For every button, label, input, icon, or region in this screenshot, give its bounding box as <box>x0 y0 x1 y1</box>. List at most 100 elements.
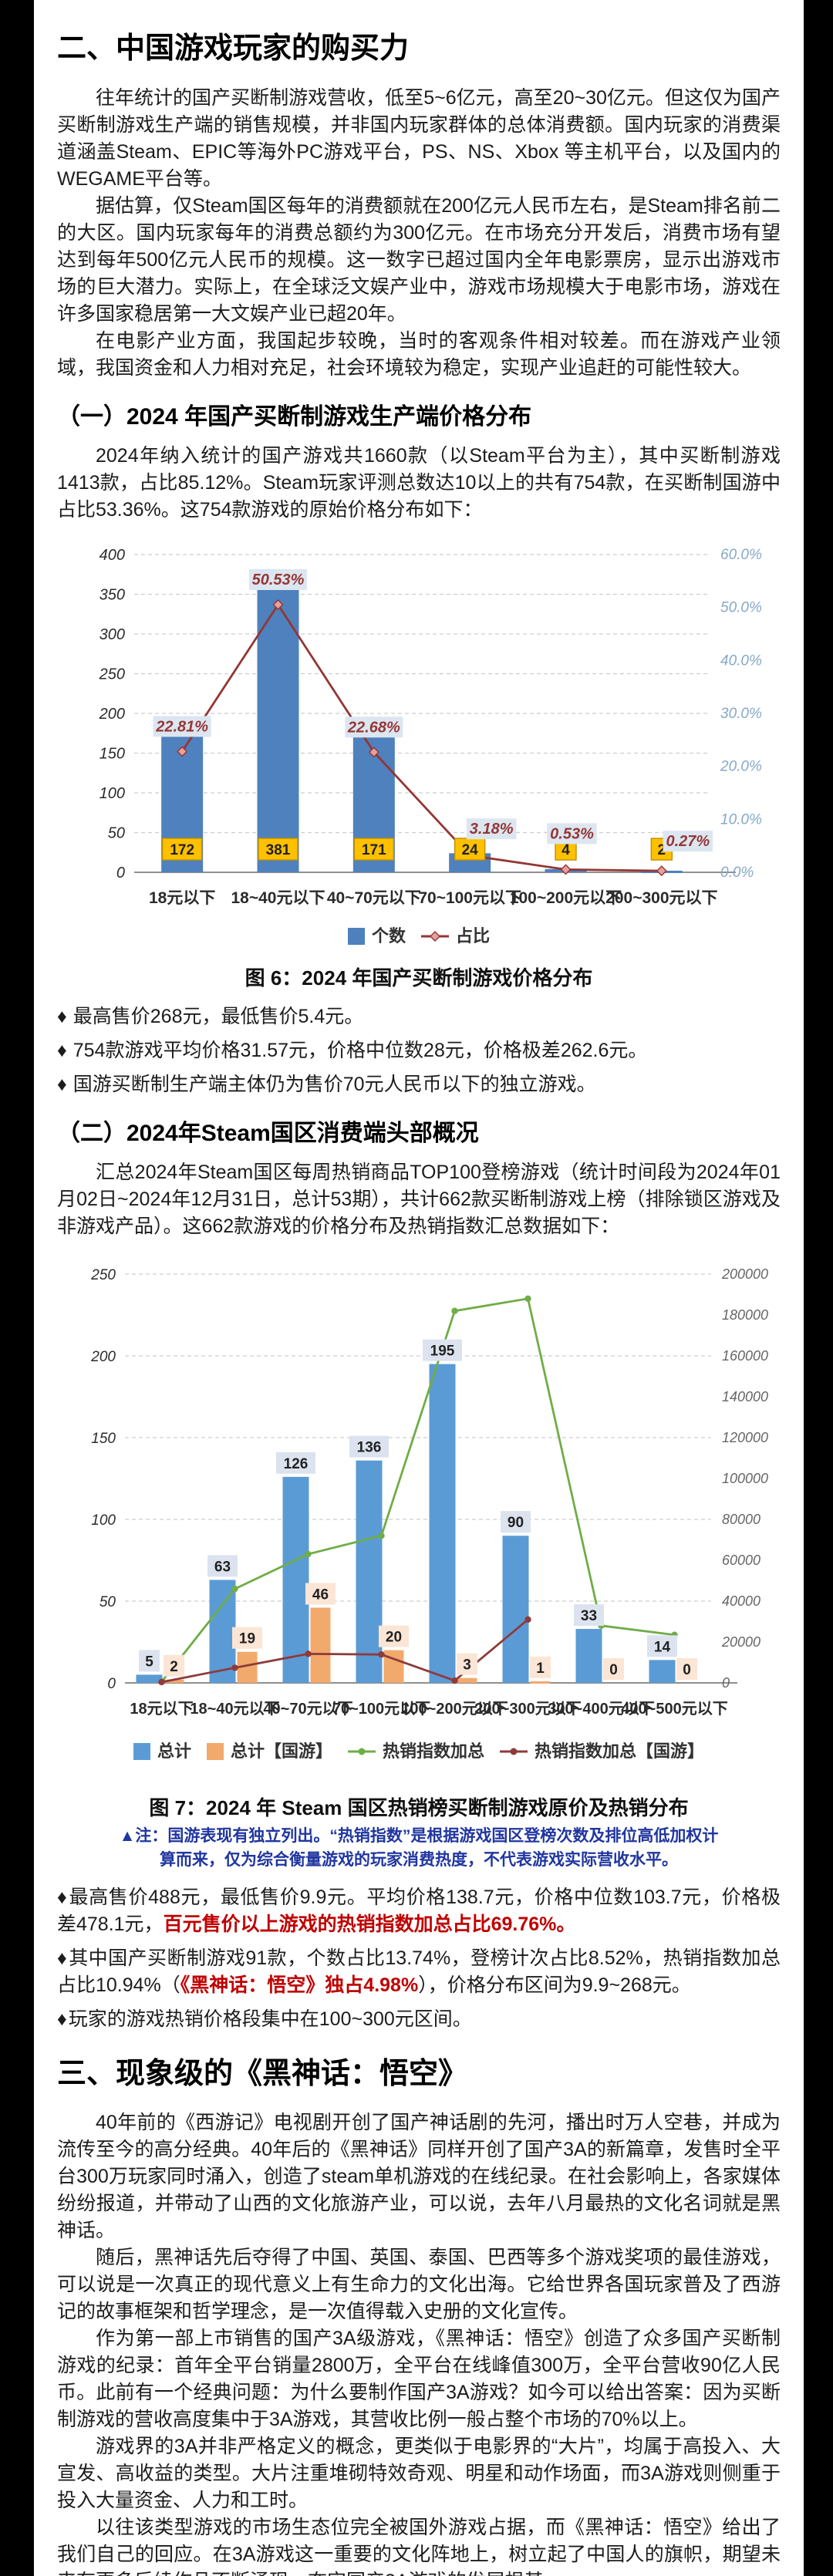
bullet-item: ♦ 754款游戏平均价格31.57元，价格中位数28元，价格极差262.6元。 <box>57 1037 781 1064</box>
svg-text:136: 136 <box>357 1439 382 1455</box>
svg-text:1: 1 <box>536 1660 545 1676</box>
svg-text:200000: 200000 <box>721 1266 768 1282</box>
svg-text:40000: 40000 <box>722 1593 760 1609</box>
subsection-2-1-heading: （一）2024 年国产买断制游戏生产端价格分布 <box>57 403 532 430</box>
svg-text:200~300元以下: 200~300元以下 <box>474 1700 581 1718</box>
svg-text:0: 0 <box>107 1676 116 1692</box>
bullet-text: 最高售价268元，最低售价5.4元。 <box>73 1005 364 1027</box>
svg-text:90: 90 <box>508 1515 524 1531</box>
svg-text:40.0%: 40.0% <box>720 652 762 669</box>
svg-text:250: 250 <box>99 666 125 683</box>
svg-text:0: 0 <box>609 1662 618 1678</box>
svg-text:总计: 总计 <box>157 1741 191 1761</box>
svg-text:50: 50 <box>108 824 125 841</box>
svg-text:46: 46 <box>312 1586 329 1603</box>
diamond-bullet-icon: ♦ <box>57 2008 67 2030</box>
svg-text:300~400元以下: 300~400元以下 <box>548 1700 654 1718</box>
svg-text:171: 171 <box>362 842 386 858</box>
bullet-item: ♦最高售价488元，最低售价9.9元。平均价格138.7元，价格中位数103.7… <box>57 1884 781 1938</box>
svg-text:50: 50 <box>99 1594 116 1610</box>
svg-text:250: 250 <box>90 1267 116 1283</box>
figure7-caption: 图 7：2024 年 Steam 国区热销榜买断制游戏原价及热销分布 <box>149 1795 689 1819</box>
svg-text:60.0%: 60.0% <box>720 547 762 563</box>
diamond-bullet-icon: ♦ <box>57 1039 67 1061</box>
svg-text:0.0%: 0.0% <box>720 865 754 881</box>
svg-text:50.0%: 50.0% <box>720 599 762 615</box>
svg-text:18~40元以下: 18~40元以下 <box>190 1700 279 1718</box>
svg-text:172: 172 <box>170 842 194 858</box>
svg-text:33: 33 <box>581 1608 597 1624</box>
diamond-bullet-icon: ♦ <box>57 1947 68 1969</box>
svg-text:400: 400 <box>99 547 125 564</box>
svg-text:160000: 160000 <box>722 1348 768 1364</box>
paragraph: 在电影产业方面，我国起步较晚，当时的客观条件相对较差。而在游戏产业领域，我国资金… <box>57 329 781 379</box>
bullet-text: 国游买断制生产端主体仍为售价70元人民币以下的独立游戏。 <box>73 1073 596 1095</box>
svg-text:100~200元以下: 100~200元以下 <box>401 1700 508 1718</box>
bullet-list-fig6: ♦ 最高售价268元，最低售价5.4元。 ♦ 754款游戏平均价格31.57元，价格… <box>57 1003 781 1098</box>
svg-text:200~300元以下: 200~300元以下 <box>605 889 717 907</box>
svg-text:19: 19 <box>239 1630 255 1647</box>
svg-text:2: 2 <box>170 1658 178 1674</box>
diamond-bullet-icon: ♦ <box>57 1073 67 1095</box>
svg-text:60000: 60000 <box>722 1553 760 1568</box>
svg-text:100: 100 <box>91 1512 116 1529</box>
svg-text:3.18%: 3.18% <box>470 821 514 838</box>
svg-text:24: 24 <box>462 842 479 858</box>
svg-text:热销指数加总【国游】: 热销指数加总【国游】 <box>535 1741 704 1761</box>
svg-text:140000: 140000 <box>722 1389 768 1404</box>
svg-text:10.0%: 10.0% <box>720 811 762 828</box>
svg-text:195: 195 <box>430 1343 455 1359</box>
svg-text:2: 2 <box>658 842 666 858</box>
subsection-2-2-heading: （二）2024年Steam国区消费端头部概况 <box>57 1120 479 1146</box>
svg-text:200: 200 <box>99 706 125 723</box>
article: 二、中国游戏玩家的购买力 往年统计的国产买断制游戏营收，低至5~6亿元，高至20… <box>34 0 804 2576</box>
svg-text:30.0%: 30.0% <box>720 706 762 722</box>
bullet-item: ♦玩家的游戏热销价格段集中在100~300元区间。 <box>57 2006 781 2033</box>
svg-text:18元以下: 18元以下 <box>130 1700 193 1718</box>
bullet-text: 其中国产买断制游戏91款，个数占比13.74%，登榜计次占比8.52%，热销指数… <box>57 1947 781 1996</box>
svg-text:50.53%: 50.53% <box>252 572 305 588</box>
figure7-note-line2: 算而来，仅为综合衡量游戏的玩家消费热度，不代表游戏实际营收水平。 <box>160 1850 678 1869</box>
svg-text:占比: 占比 <box>456 926 490 946</box>
diamond-bullet-icon: ♦ <box>57 1005 67 1027</box>
svg-text:180000: 180000 <box>722 1307 768 1323</box>
section-3-title: 三、现象级的《黑神话：悟空》 <box>57 2057 468 2090</box>
paragraph: 40年前的《西游记》电视剧开创了国产神话剧的先河，播出时万人空巷，并成为流传至今… <box>57 2112 781 2241</box>
svg-text:381: 381 <box>266 842 291 858</box>
bullet-text: 最高售价488元，最低售价9.9元。平均价格138.7元，价格中位数103.7元… <box>57 1886 781 1935</box>
figure7-hotsale-chart: 0501001502002500200004000060000800001000… <box>90 1266 768 1761</box>
bullet-text-highlight: 百元售价以上游戏的热销指数加总占比69.76%。 <box>163 1913 576 1935</box>
paragraph: 游戏界的3A并非严格定义的概念，更类似于电影界的“大片”，均属于高投入、大宣发、… <box>57 2436 781 2511</box>
svg-text:120000: 120000 <box>722 1430 768 1445</box>
diamond-bullet-icon: ♦ <box>57 1886 68 1908</box>
svg-text:0.27%: 0.27% <box>666 833 710 850</box>
svg-text:4: 4 <box>562 842 570 858</box>
svg-text:300: 300 <box>99 626 125 643</box>
svg-text:总计【国游】: 总计【国游】 <box>231 1741 332 1761</box>
bullet-item: ♦ 国游买断制生产端主体仍为售价70元人民币以下的独立游戏。 <box>57 1071 781 1098</box>
svg-text:20: 20 <box>386 1629 402 1645</box>
svg-text:18元以下: 18元以下 <box>149 889 215 907</box>
svg-text:100000: 100000 <box>722 1471 768 1486</box>
svg-text:100~200元以下: 100~200元以下 <box>510 889 622 907</box>
bullet-list-fig7: ♦最高售价488元，最低售价9.9元。平均价格138.7元，价格中位数103.7… <box>57 1884 781 2033</box>
figure-7: 0 50 100 150 200 250 0 20000 40000 60000 80000 1000… <box>57 1251 781 1821</box>
figure6-price-distribution-chart: 0 50 100 150 200 250 300 350 400 0.0% 10.0% 20.0% 30… <box>99 547 762 946</box>
svg-text:20000: 20000 <box>721 1634 760 1650</box>
svg-text:63: 63 <box>214 1559 231 1575</box>
svg-text:70~100元以下: 70~100元以下 <box>418 889 521 907</box>
bullet-text: 玩家的游戏热销价格段集中在100~300元区间。 <box>68 2008 472 2030</box>
svg-text:100: 100 <box>99 785 125 802</box>
paragraph: 以往该类型游戏的市场生态位完全被国外游戏占据，而《黑神话：悟空》给出了我们自己的… <box>57 2517 781 2576</box>
bullet-text: ），价格分布区间为9.9~268元。 <box>418 1974 691 1996</box>
svg-text:70~100元以下: 70~100元以下 <box>332 1700 430 1718</box>
svg-text:150: 150 <box>91 1431 116 1447</box>
paragraph: 2024年纳入统计的国产游戏共1660款（以Steam平台为主），其中买断制游戏… <box>57 444 781 521</box>
svg-text:0: 0 <box>683 1662 691 1678</box>
bullet-text: 754款游戏平均价格31.57元，价格中位数28元，价格极差262.6元。 <box>73 1039 648 1061</box>
svg-text:0.53%: 0.53% <box>550 825 594 842</box>
paragraph: 作为第一部上市销售的国产3A级游戏，《黑神话：悟空》创造了众多国产买断制游戏的纪… <box>57 2328 781 2430</box>
svg-text:22.81%: 22.81% <box>155 718 208 735</box>
svg-text:200: 200 <box>90 1349 116 1365</box>
paragraph: 往年统计的国产买断制游戏营收，低至5~6亿元，高至20~30亿元。但这仅为国产买… <box>57 86 781 190</box>
